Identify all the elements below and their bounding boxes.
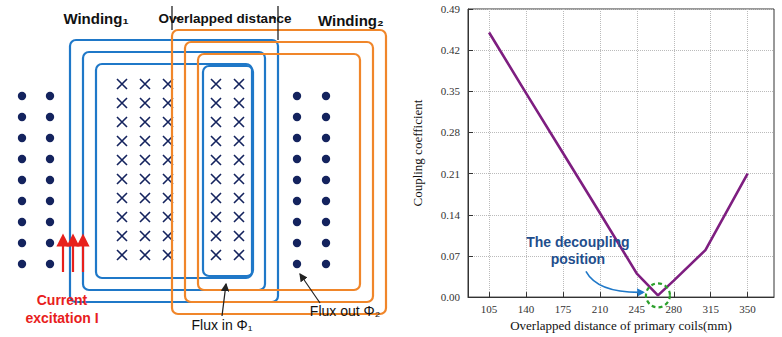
svg-text:excitation I: excitation I <box>25 310 98 326</box>
svg-text:245: 245 <box>629 303 646 315</box>
svg-text:Coupling coefficient: Coupling coefficient <box>410 99 425 206</box>
svg-text:Overlapped distance: Overlapped distance <box>159 11 292 26</box>
svg-text:0.42: 0.42 <box>441 44 460 56</box>
svg-text:Flux in Φ₁: Flux in Φ₁ <box>191 317 252 333</box>
svg-text:210: 210 <box>592 303 609 315</box>
svg-text:0.28: 0.28 <box>441 126 461 138</box>
svg-text:175: 175 <box>555 303 572 315</box>
svg-text:Current: Current <box>37 292 88 308</box>
svg-text:280: 280 <box>666 303 683 315</box>
svg-text:105: 105 <box>481 303 498 315</box>
svg-text:0.00: 0.00 <box>441 291 461 303</box>
svg-text:position: position <box>551 251 605 267</box>
svg-text:140: 140 <box>518 303 535 315</box>
svg-text:0.07: 0.07 <box>441 250 461 262</box>
svg-text:The decoupling: The decoupling <box>526 234 629 250</box>
svg-text:0.35: 0.35 <box>441 85 461 97</box>
svg-text:Winding₂: Winding₂ <box>318 12 384 29</box>
svg-text:0.21: 0.21 <box>441 168 460 180</box>
svg-text:350: 350 <box>739 303 756 315</box>
svg-text:315: 315 <box>702 303 719 315</box>
svg-text:0.49: 0.49 <box>441 3 461 15</box>
svg-text:Overlapped distance of primary: Overlapped distance of primary coils(mm) <box>510 318 732 333</box>
svg-text:Winding₁: Winding₁ <box>63 10 128 27</box>
svg-text:Flux out Φ₂: Flux out Φ₂ <box>310 303 380 319</box>
svg-text:0.14: 0.14 <box>441 209 461 221</box>
